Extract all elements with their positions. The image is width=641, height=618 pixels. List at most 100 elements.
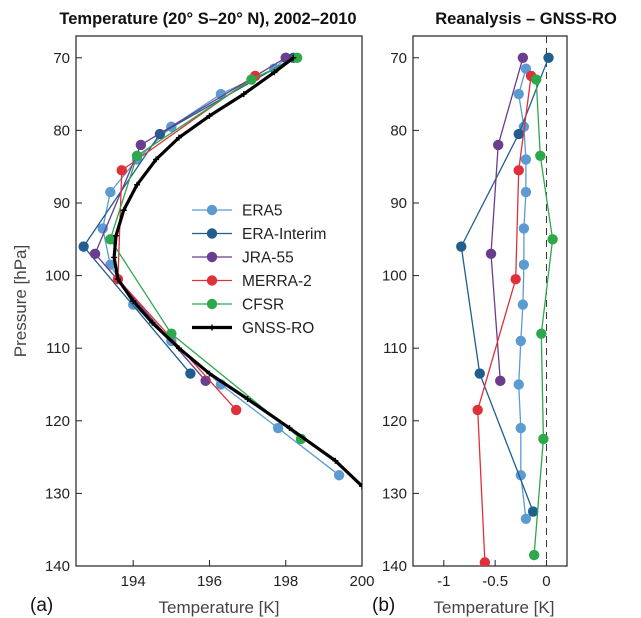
data-point-era5: [520, 186, 532, 198]
legend-marker-jra-55: [206, 251, 218, 263]
series-line-cfsr: [533, 79, 554, 556]
panel-b-title: Reanalysis – GNSS-RO: [435, 10, 617, 28]
data-point-era-interim: [513, 128, 524, 140]
data-point-gnss-ro: [244, 396, 251, 403]
data-point-era-interim: [543, 52, 554, 63]
data-point-merra-2: [230, 404, 242, 416]
data-point-cfsr: [547, 234, 558, 245]
data-point-gnss-ro: [271, 69, 278, 76]
data-point-era5: [513, 379, 524, 390]
panel-a-ytick-label: 100: [45, 268, 70, 285]
data-point-merra-2: [513, 165, 524, 176]
data-point-gnss-ro: [134, 181, 141, 188]
data-point-era5: [518, 259, 530, 270]
legend-marker-era5: [206, 204, 218, 216]
panel-b-xlabel: Temperature [K]: [434, 598, 555, 617]
data-point-cfsr: [105, 234, 116, 245]
data-point-jra-55: [495, 375, 506, 387]
panel-b-xtick-label: -0.5: [482, 573, 508, 590]
panel-a: Temperature (20° S–20° N), 2002–2010 70 8…: [11, 10, 375, 617]
data-point-era5: [513, 88, 524, 100]
panel-a-ytick-label: 90: [53, 195, 70, 212]
panel-a-xtick-label: 196: [197, 573, 222, 590]
panel-a-ytick-label: 130: [45, 485, 70, 502]
data-point-gnss-ro: [206, 370, 213, 377]
data-point-jra-55: [89, 248, 101, 260]
data-point-merra-2: [479, 557, 491, 566]
legend-marker-cfsr: [206, 298, 218, 310]
data-point-cfsr: [131, 150, 143, 161]
data-point-gnss-ro: [240, 91, 247, 98]
data-point-cfsr: [291, 52, 303, 63]
data-point-era-interim: [456, 241, 467, 252]
data-point-gnss-ro: [206, 112, 213, 119]
panel-a-ytick-label: 140: [45, 558, 70, 575]
panel-b-xtick-label: 0: [542, 573, 550, 590]
panel-a-ticks: 70 80 90 100 110 120 130 140 194 196 198 200: [45, 50, 375, 590]
data-point-gnss-ro: [290, 54, 297, 61]
data-point-jra-55: [493, 139, 504, 151]
data-point-era5: [272, 422, 284, 434]
data-point-era5: [105, 186, 116, 198]
data-point-cfsr: [528, 549, 540, 561]
data-point-gnss-ro: [359, 483, 362, 490]
data-point-jra-55: [135, 139, 147, 151]
panel-b-ytick-label: 100: [382, 268, 407, 285]
panel-a-ytick-label: 80: [53, 122, 70, 139]
series-line-jra-55: [94, 57, 287, 382]
data-point-cfsr: [536, 328, 547, 339]
panel-a-ytick-label: 110: [46, 340, 70, 357]
panel-b-ytick-label: 130: [382, 485, 407, 502]
data-point-gnss-ro: [120, 207, 127, 214]
panel-a-xtick-label: 200: [349, 573, 374, 590]
data-point-jra-55: [485, 248, 497, 260]
panel-a-xtick-label: 198: [273, 573, 298, 590]
data-point-gnss-ro: [332, 457, 339, 464]
panel-a-ylabel: Pressure [hPa]: [11, 245, 30, 357]
legend-label-cfsr: CFSR: [242, 297, 284, 314]
panel-a-series: [78, 52, 362, 490]
series-line-gnss-ro: [112, 56, 362, 488]
data-point-era-interim: [527, 506, 539, 517]
panel-b-ytick-label: 120: [382, 413, 407, 430]
data-point-cfsr: [531, 74, 542, 85]
series-line-jra-55: [490, 57, 524, 381]
panel-b-ticks: 70 80 90 100 110 120 130 140 -1 -0.5 0: [382, 36, 551, 590]
data-point-jra-55: [517, 52, 529, 63]
data-point-gnss-ro: [175, 134, 182, 141]
legend-marker-gnss-ro: [209, 324, 215, 331]
data-point-era5: [520, 513, 532, 525]
panel-a-ytick-label: 70: [53, 50, 70, 67]
series-line-era-interim: [460, 57, 550, 512]
data-point-era5: [333, 470, 345, 481]
data-point-merra-2: [510, 274, 521, 285]
panel-b-ytick-label: 80: [390, 122, 407, 139]
data-point-era5: [515, 422, 526, 434]
data-point-gnss-ro: [153, 156, 160, 163]
data-point-gnss-ro: [111, 254, 118, 261]
panel-a-title: Temperature (20° S–20° N), 2002–2010: [59, 10, 356, 28]
data-point-gnss-ro: [113, 232, 120, 239]
legend-label-era-interim: ERA-Interim: [242, 226, 326, 243]
panel-b-ytick-label: 110: [383, 340, 407, 357]
data-point-gnss-ro: [149, 319, 156, 326]
data-point-merra-2: [116, 165, 127, 176]
data-point-era-interim: [78, 241, 89, 252]
legend-label-gnss-ro: GNSS-RO: [242, 320, 314, 337]
panel-b: Reanalysis – GNSS-RO 70 80 90 100 110 120 130 1…: [372, 10, 617, 617]
panel-b-frame: [412, 35, 568, 567]
data-point-gnss-ro: [114, 276, 121, 283]
data-point-era5: [515, 335, 526, 347]
panel-a-label: (a): [30, 595, 53, 616]
panel-a-xtick-label: 194: [121, 573, 146, 590]
data-point-gnss-ro: [130, 298, 137, 304]
legend-marker-era-interim: [206, 228, 218, 239]
legend-label-jra-55: JRA-55: [242, 250, 294, 267]
data-point-cfsr: [246, 74, 257, 85]
data-point-cfsr: [535, 150, 546, 161]
data-point-era5: [105, 259, 116, 270]
panel-b-series: [456, 52, 558, 566]
panel-b-ytick-label: 140: [382, 558, 407, 575]
panel-b-xtick-label: -1: [437, 573, 450, 590]
